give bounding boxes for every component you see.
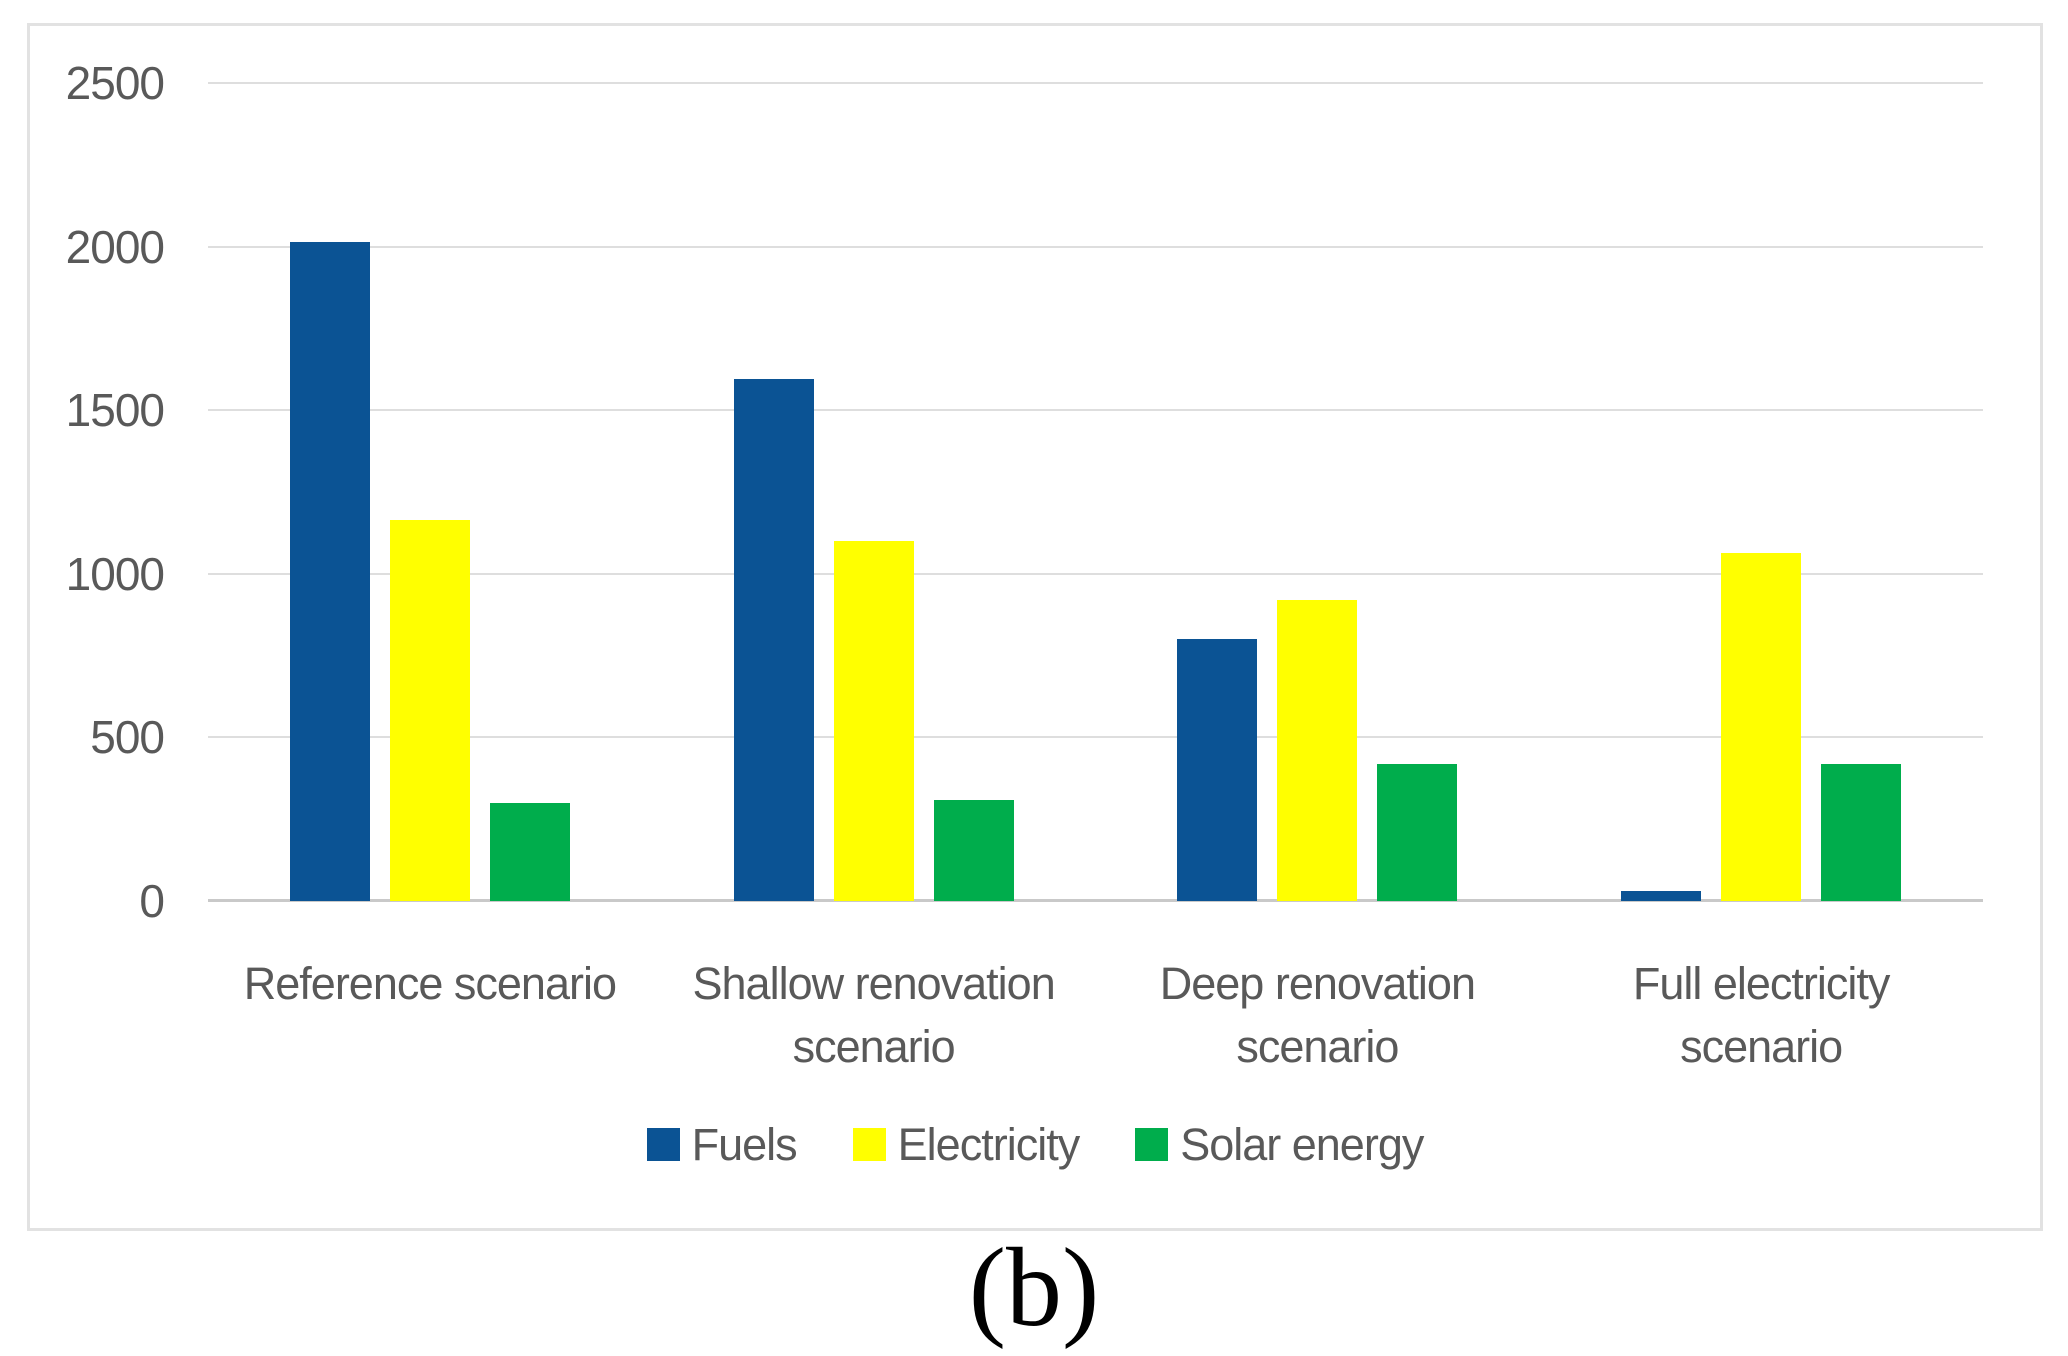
bar-solar-energy	[1377, 763, 1458, 901]
x-axis: Reference scenario Shallow renovation sce…	[30, 952, 2040, 1102]
category-label: Shallow renovation scenario	[692, 958, 1056, 1072]
y-tick-label: 2000	[65, 220, 165, 273]
y-tick-label: 1000	[65, 547, 165, 600]
legend-label: Electricity	[897, 1119, 1081, 1170]
category-label: Deep renovation scenario	[1159, 958, 1476, 1072]
x-axis-line	[208, 899, 1983, 902]
bar-electricity	[833, 541, 914, 901]
y-axis: 0 500 1000 1500 2000 2500	[30, 60, 165, 924]
gridline	[208, 736, 1983, 739]
bar-solar-energy	[933, 799, 1014, 901]
legend-label: Fuels	[691, 1119, 798, 1170]
bar-fuels	[1621, 891, 1702, 901]
bar-fuels	[289, 241, 370, 901]
y-tick-label: 0	[139, 875, 165, 927]
gridline	[208, 409, 1983, 412]
y-tick-label: 500	[90, 711, 165, 764]
gridline	[208, 82, 1983, 84]
y-tick-label: 1500	[65, 384, 165, 437]
bar-electricity	[1277, 599, 1358, 901]
panel-label: (b)	[968, 1226, 1100, 1350]
legend-item-fuels: Fuels	[646, 1119, 798, 1170]
legend: Fuels Electricity Solar energy	[30, 1122, 2040, 1167]
bar-solar-energy	[1821, 763, 1902, 901]
bar-solar-energy	[489, 802, 570, 901]
bar-electricity	[1721, 552, 1802, 901]
gridline	[208, 572, 1983, 575]
legend-item-solar-energy: Solar energy	[1135, 1119, 1424, 1170]
bar-electricity	[389, 519, 470, 901]
legend-label: Solar energy	[1180, 1119, 1424, 1170]
category-label: Full electricity scenario	[1632, 958, 1891, 1072]
legend-swatch-icon	[646, 1128, 680, 1161]
category-label: Reference scenario	[243, 958, 617, 1009]
legend-swatch-icon	[852, 1128, 886, 1161]
chart-container: 0 500 1000 1500 2000 2500 Reference scenario S…	[27, 23, 2043, 1231]
y-tick-label: 2500	[65, 57, 165, 109]
legend-swatch-icon	[1135, 1128, 1169, 1161]
bar-fuels	[733, 379, 814, 901]
plot-area	[208, 82, 1983, 902]
bar-fuels	[1177, 639, 1258, 901]
gridline	[208, 245, 1983, 248]
legend-item-electricity: Electricity	[852, 1119, 1081, 1170]
